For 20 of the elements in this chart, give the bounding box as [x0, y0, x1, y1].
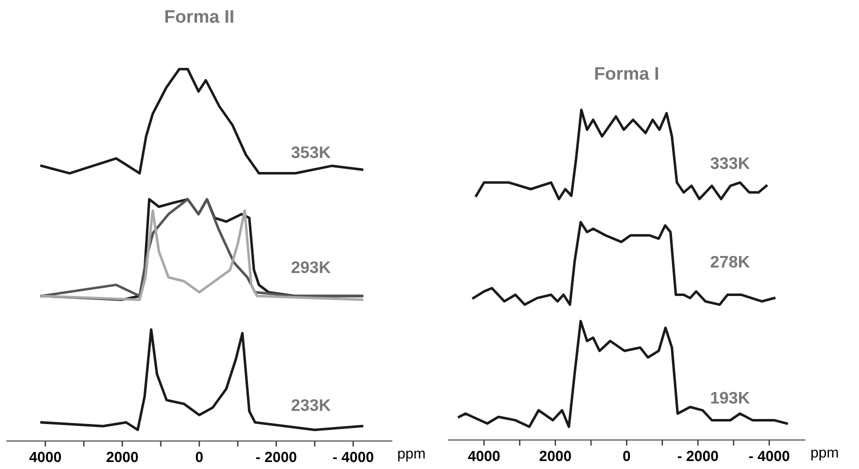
annotation: 233K: [292, 399, 331, 412]
x-axis-title: ppm: [398, 450, 425, 462]
x-tick-label: 0: [623, 450, 630, 462]
annotation: 333K: [710, 157, 750, 170]
x-tick-label: - 2000: [678, 450, 718, 462]
x-axis-title: ppm: [811, 450, 838, 461]
annotation: 293K: [292, 261, 331, 274]
annotation: 193K: [711, 392, 750, 404]
annotation: 353K: [291, 146, 331, 158]
x-tick-label: 4000: [468, 450, 500, 462]
x-tick-label: 0: [196, 452, 203, 462]
x-tick-label: 2000: [106, 452, 138, 462]
x-tick-label: 2000: [540, 450, 571, 462]
x-tick-label: - 4000: [333, 452, 374, 462]
chart-title: Forma II: [165, 10, 234, 23]
annotation: 278K: [710, 256, 750, 268]
x-tick-label: - 2000: [256, 452, 296, 462]
chart-title: Forma I: [595, 67, 658, 80]
x-tick-label: - 4000: [749, 450, 790, 462]
x-tick-label: 4000: [29, 452, 61, 462]
